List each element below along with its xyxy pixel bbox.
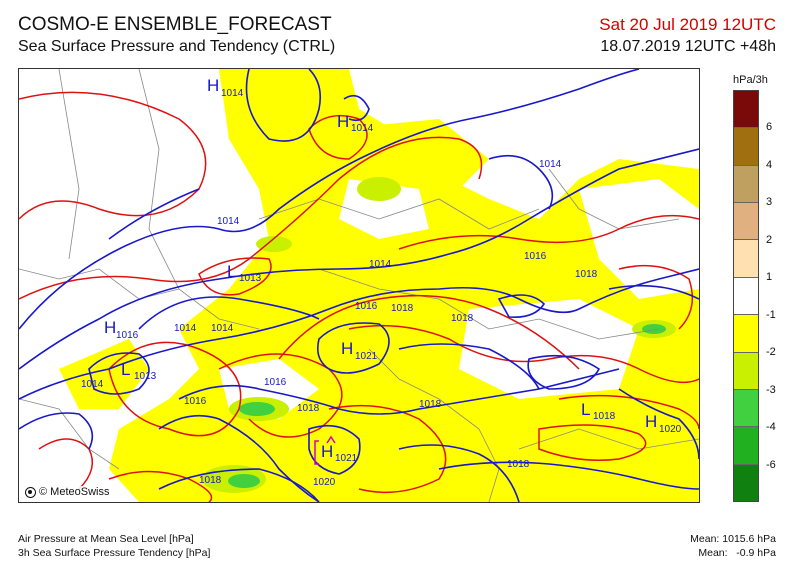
isobar-label: 1014: [81, 379, 104, 390]
pressure-center-type: H: [321, 442, 333, 461]
isobar-label: 1014: [211, 323, 234, 334]
legend-swatch: [734, 240, 758, 278]
legend-swatch: [734, 427, 758, 465]
legend-tick-label: 2: [766, 233, 773, 246]
isobar-label: 1014: [217, 216, 240, 227]
tendency-contours-red: [19, 91, 699, 502]
title-block: COSMO-E ENSEMBLE_FORECAST Sea Surface Pr…: [18, 14, 335, 58]
isobar-label: 1018: [199, 475, 222, 486]
meteoswiss-logo-icon: [25, 486, 36, 498]
legend-tick-label: -1: [766, 308, 776, 321]
isobar-label: 1014: [539, 159, 562, 170]
legend-swatch: [734, 91, 758, 129]
map-svg: 1014 1014 1014 1014 1016 1018 1016 1018 …: [19, 69, 699, 502]
legend-tick-label: 1: [766, 271, 773, 284]
legend-tick-label: 6: [766, 121, 773, 134]
legend-swatch: [734, 315, 758, 353]
pressure-center-type: H: [337, 112, 349, 131]
pressure-center-value: 1014: [351, 123, 374, 134]
pressure-center-value: 1013: [239, 273, 262, 284]
isobar-label: 1014: [369, 259, 392, 270]
legend-swatch: [734, 128, 758, 166]
isobar-label: 1016: [264, 377, 287, 388]
legend-tick-label: -4: [766, 421, 776, 434]
tendency-fill-green: [202, 177, 676, 493]
pressure-center-type: L: [581, 400, 590, 419]
pressure-center-value: 1014: [221, 88, 244, 99]
pressure-center-value: 1020: [659, 424, 682, 435]
magenta-bracket-marker: [314, 440, 319, 465]
isobar-label: 1016: [524, 251, 547, 262]
legend-tick-label: -2: [766, 346, 776, 359]
footer-line-tendency: 3h Sea Surface Pressure Tendency [hPa]: [18, 547, 211, 559]
legend-unit: hPa/3h: [733, 74, 768, 86]
pressure-center-value: 1018: [593, 411, 616, 422]
legend-swatch: [734, 389, 758, 428]
pressure-center-value: 1021: [355, 351, 378, 362]
isobar-label: 1014: [174, 323, 197, 334]
isobar-label: 1018: [391, 303, 414, 314]
footer-means: Mean: 1015.6 hPa Mean: -0.9 hPa: [690, 532, 776, 560]
mean-pressure: Mean: 1015.6 hPa: [690, 533, 776, 545]
pressure-center-type: H: [341, 339, 353, 358]
legend-swatch: [734, 203, 758, 241]
color-legend: [733, 90, 759, 502]
legend-tick-label: 4: [766, 158, 773, 171]
copyright-text: © MeteoSwiss: [39, 486, 110, 498]
isobar-label: 1016: [184, 396, 207, 407]
legend-swatch: [734, 352, 758, 390]
isobar-label: 1020: [313, 477, 336, 488]
legend-swatch: [734, 277, 758, 316]
forecast-map[interactable]: 1014 1014 1014 1014 1016 1018 1016 1018 …: [18, 68, 700, 503]
mean-tendency: Mean: -0.9 hPa: [698, 547, 776, 559]
product-title: COSMO-E ENSEMBLE_FORECAST: [18, 14, 332, 35]
isobars-blue: [19, 69, 699, 502]
legend-swatch: [734, 464, 758, 501]
isobar-label: 1018: [451, 313, 474, 324]
pressure-center-value: 1021: [335, 453, 358, 464]
isobar-labels: 1014 1014 1014 1014 1016 1018 1016 1018 …: [81, 159, 598, 488]
legend-swatch: [734, 165, 758, 204]
footer-description: Air Pressure at Mean Sea Level [hPa] 3h …: [18, 532, 210, 560]
pressure-center-value: 1013: [134, 371, 157, 382]
pressure-center-type: H: [207, 76, 219, 95]
pressure-center-type: H: [645, 412, 657, 431]
isobar-label: 1018: [419, 399, 442, 410]
parameter-title: Sea Surface Pressure and Tendency (CTRL): [18, 38, 336, 55]
legend-tick-label: -6: [766, 458, 776, 471]
pressure-center-value: 1016: [116, 330, 139, 341]
pressure-center-type: L: [121, 360, 130, 379]
isobar-label: 1016: [355, 301, 378, 312]
time-block: Sat 20 Jul 2019 12UTC 18.07.2019 12UTC +…: [599, 14, 776, 58]
legend-tick-label: 3: [766, 196, 773, 209]
magenta-caret-marker: [326, 435, 336, 444]
pressure-centers: H 1014 H 1014 L 1013 H 1016 L 1013 H 102…: [104, 76, 682, 465]
isobar-label: 1018: [297, 403, 320, 414]
pressure-center-type: H: [104, 318, 116, 337]
copyright-notice: © MeteoSwiss: [22, 486, 113, 498]
run-time: 18.07.2019 12UTC +48h: [600, 38, 776, 55]
isobar-label: 1018: [507, 459, 530, 470]
legend-tick-label: -3: [766, 383, 776, 396]
footer-line-pressure: Air Pressure at Mean Sea Level [hPa]: [18, 533, 194, 545]
valid-time: Sat 20 Jul 2019 12UTC: [599, 15, 776, 34]
pressure-center-type: L: [227, 262, 236, 281]
isobar-label: 1018: [575, 269, 598, 280]
